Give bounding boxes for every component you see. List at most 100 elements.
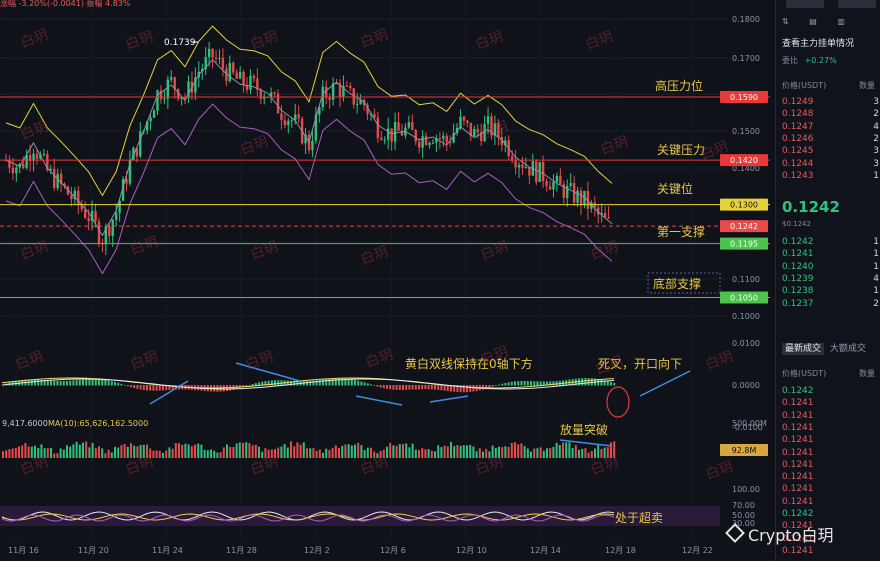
order-book-mode-icon[interactable]: ⇅: [782, 17, 789, 26]
bottom-support-box: [647, 272, 721, 294]
macd-bar: [133, 385, 136, 389]
candle-body: [73, 190, 77, 200]
ask-row[interactable]: 0.1243 1: [782, 170, 880, 182]
trade-price: 0.1241: [782, 435, 814, 446]
macd-bar: [88, 379, 91, 386]
candle-body: [579, 190, 583, 205]
date-axis-label: 11月 28: [226, 546, 257, 555]
volume-bar: [24, 442, 27, 458]
candle-body: [318, 107, 321, 115]
macd-bar: [59, 381, 62, 386]
price-tag-p1590: 0.1590: [730, 93, 758, 102]
candle-body: [566, 185, 569, 199]
macd-bar: [360, 381, 363, 386]
trade-price: 0.1241: [782, 447, 814, 458]
volume-bar: [469, 444, 472, 458]
candle-body: [125, 179, 128, 184]
volume-bar: [142, 444, 145, 458]
bid-row[interactable]: 0.1237 2: [782, 298, 880, 310]
bid-row[interactable]: 0.1238 1: [782, 285, 880, 297]
candle-body: [535, 161, 538, 182]
candle-body: [263, 96, 266, 99]
candle-body: [63, 183, 66, 187]
tab-latest-trades[interactable]: 最新成交: [782, 343, 825, 355]
bids-only-icon[interactable]: ▤: [809, 17, 817, 26]
candle-body: [552, 181, 555, 190]
volume-bar: [459, 445, 462, 458]
ask-row[interactable]: 0.1247 4: [782, 121, 880, 133]
volume-bar: [94, 448, 97, 458]
trade-row: 0.1241: [782, 520, 880, 532]
macd-bar: [392, 385, 395, 390]
ask-row[interactable]: 0.1248 2: [782, 108, 880, 120]
bid-row-qty: 2: [873, 298, 879, 309]
macd-bar: [434, 385, 436, 390]
trade-price: 0.1241: [782, 484, 814, 495]
volume-bar: [107, 449, 110, 458]
ask-row[interactable]: 0.1246 2: [782, 133, 880, 145]
macd-bar: [270, 380, 273, 386]
trade-price: 0.1242: [782, 509, 814, 519]
chart-area[interactable]: 0.18000.17000.16000.15000.14000.13000.12…: [0, 0, 775, 561]
macd-bar: [331, 378, 334, 386]
volume-bar: [5, 450, 8, 458]
macd-bar: [446, 385, 449, 392]
macd-bar: [34, 379, 36, 386]
ask-row[interactable]: 0.1245 3: [782, 145, 880, 157]
candle-body: [111, 219, 114, 237]
volume-bar: [325, 448, 328, 458]
macd-bar: [414, 385, 417, 390]
sidebar-top-button-1[interactable]: [786, 0, 824, 8]
annotation-arrow: [355, 395, 403, 406]
volume-bar: [98, 446, 100, 458]
macd-bar: [587, 378, 590, 386]
bid-row[interactable]: 0.1242 1: [782, 236, 880, 248]
volume-bar: [398, 444, 401, 458]
volume-bar: [8, 449, 11, 458]
depth-title[interactable]: 查看主力挂单情况: [782, 39, 855, 49]
macd-bar: [91, 379, 94, 386]
candle-body: [87, 217, 90, 221]
volume-bar: [222, 447, 225, 458]
date-axis-label: 12月 14: [530, 546, 561, 555]
volume-bar: [59, 448, 62, 458]
macd-bar: [418, 385, 420, 390]
macd-bar: [491, 385, 494, 387]
volume-bar: [424, 449, 427, 458]
macd-bar: [325, 379, 328, 386]
candle-body: [590, 202, 593, 209]
candle-body: [490, 116, 493, 136]
bid-row[interactable]: 0.1241 1: [782, 248, 880, 260]
candle-body: [276, 93, 280, 114]
candle-body: [414, 130, 417, 142]
candle-body: [49, 168, 52, 171]
bid-row[interactable]: 0.1239 4: [782, 273, 880, 285]
bid-row[interactable]: 0.1240 1: [782, 261, 880, 273]
candle-body: [207, 48, 211, 58]
asks-only-icon[interactable]: ▥: [837, 17, 845, 26]
price-tag-box: [720, 237, 768, 250]
volume-bar: [213, 450, 216, 458]
ask-row[interactable]: 0.1244 3: [782, 158, 880, 170]
trades-header: 价格(USDT) 数量: [782, 368, 880, 380]
volume-bar: [462, 445, 465, 458]
candle-body: [259, 89, 262, 99]
sidebar-top-button-2[interactable]: [838, 0, 876, 8]
macd-bar: [485, 385, 488, 389]
volume-bar: [53, 453, 56, 458]
volume-bar: [194, 444, 196, 458]
ask-row[interactable]: 0.1249 3: [782, 96, 880, 108]
tab-large-trades[interactable]: 大额成交: [829, 344, 866, 354]
candle-body: [428, 142, 431, 146]
volume-bar: [312, 448, 315, 458]
volume-bar: [571, 448, 574, 458]
trades-col-price: 价格(USDT): [782, 369, 827, 378]
candle-body: [273, 92, 276, 94]
volume-bar: [347, 444, 350, 458]
volume-bar: [562, 442, 564, 458]
candle-body: [328, 97, 331, 100]
candle-body: [572, 183, 576, 203]
volume-bar: [552, 446, 555, 458]
annotation-oversold: 处于超卖: [615, 510, 663, 525]
price-tag-box: [720, 90, 768, 103]
